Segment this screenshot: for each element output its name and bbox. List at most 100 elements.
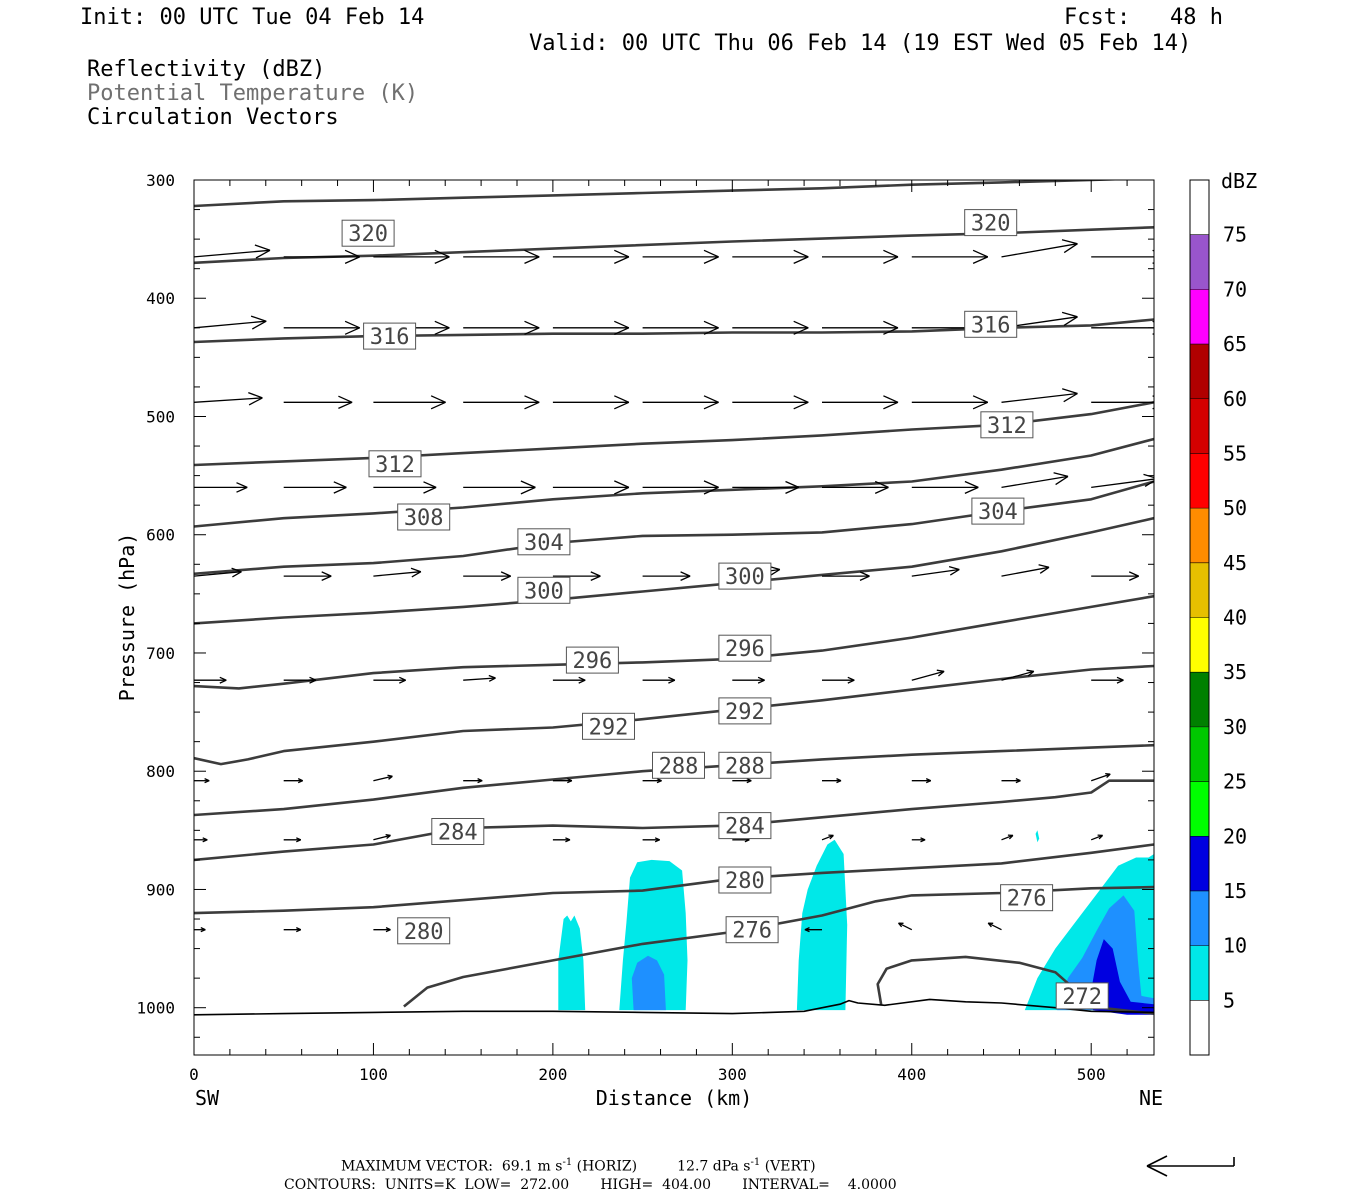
right-end-label: NE [1139,1086,1163,1110]
colorbar-segment [1190,726,1209,782]
circulation-vector-head [1027,670,1035,677]
circulation-vector-head [668,676,676,681]
circulation-vector-head [434,327,450,335]
isentrope-label-text: 312 [987,414,1027,439]
circulation-vector-head [297,780,303,784]
circulation-vector-head [859,571,870,577]
isentrope-label-box [718,751,772,779]
circulation-vector-head [309,676,317,681]
circulation-vector-head [964,486,979,494]
colorbar-segment [1190,836,1209,891]
isentrope-label-text: 300 [725,565,765,590]
circulation-vector-head [344,320,360,329]
vert-exponent: -1 [750,1157,761,1168]
circulation-vector-head [524,395,540,403]
circulation-vector-head [847,676,855,681]
circulation-vector-head [1152,332,1154,335]
colorbar-segment [1190,562,1209,618]
isentrope-label-box [718,562,772,590]
circulation-vector-head [1116,676,1124,681]
circulation-vector-head [948,565,960,571]
circulation-vector-head [654,839,660,843]
isentrope-label-text: 320 [971,212,1011,237]
circulation-vector-head [1098,834,1104,840]
colorbar-segment [1190,508,1209,563]
circulation-vector-head [251,320,267,330]
colorbar-tick-label: 75 [1223,223,1247,247]
circulation-vector-head [972,395,989,403]
circulation-vector-head [1062,388,1078,395]
isentrope-label-box [368,450,422,478]
isentrope-label-text: 292 [589,715,629,740]
colorbar-tick-label: 65 [1223,332,1247,356]
circulation-vector-head [254,244,271,251]
circulation-vector [194,571,242,577]
isentrope-label-292: 292 [718,697,772,725]
isentrope-label-box [971,497,1025,525]
circulation-vector [373,775,393,782]
reference-vector-arrow [1146,1155,1235,1177]
circulation-vector-head [703,327,719,335]
circulation-vector-head [829,834,834,840]
circulation-vector-head [1152,320,1154,323]
circulation-vector-head [590,571,601,577]
circulation-vector-head [804,927,810,931]
x-tick-label: 300 [718,1065,747,1084]
circulation-vector-head [936,669,945,673]
isentrope-label-296: 296 [718,634,772,662]
circulation-vector-head [200,929,206,933]
vert-tag: (VERT) [764,1158,816,1175]
circulation-vector [987,922,1002,931]
y-tick-label: 600 [146,526,175,545]
circulation-vector-head [524,249,540,258]
circulation-vector [194,320,267,329]
colorbar-tick-label: 10 [1223,934,1247,958]
circulation-vector-head [874,486,889,494]
isentrope-label-text: 284 [725,815,765,840]
colorbar-tick-label: 15 [1223,879,1247,903]
circulation-vector-head [703,256,719,264]
y-tick-label: 300 [146,171,175,190]
circulation-vector-head [388,775,393,780]
y-tick-label: 800 [146,762,175,781]
field-label-potential-temperature: Potential Temperature (K) [87,81,419,106]
circulation-vector-head [344,249,360,258]
colorbar-segment [1190,180,1209,235]
isentrope-label-text: 292 [725,700,765,725]
circulation-vector-head [614,480,630,488]
circulation-vector-head [785,480,800,488]
isentrope-label-276: 276 [1000,884,1054,912]
isentrope-label-text: 296 [725,637,765,662]
circulation-vector-head [757,679,765,684]
isentrope-label-box [397,503,451,531]
circulation-vector-head [567,780,573,784]
isentrope-label-276: 276 [725,916,779,944]
circulation-vector-head [614,320,630,329]
circulation-vector-head [248,397,263,406]
colorbar-tick-label: 50 [1223,496,1247,520]
isentrope-label-box [363,322,417,350]
colorbar-tick-label: 70 [1223,277,1247,301]
circulation-vector-head [321,575,332,581]
circulation-vector-head [385,929,391,933]
isentrope-label-text: 272 [1062,985,1102,1010]
isentrope-label-box [725,916,779,944]
circulation-vector-head [430,401,446,410]
isentrope-label-box [718,634,772,662]
isentrope-label-box [517,576,571,604]
circulation-vector [1091,478,1154,489]
circulation-vector-head [1026,669,1034,673]
circulation-vector-head [680,575,691,581]
init-time: Init: 00 UTC Tue 04 Feb 14 [80,5,425,30]
circulation-vector-head [703,486,719,495]
isentrope-label-text: 280 [725,869,765,894]
circulation-vector-head [524,256,540,264]
circulation-vector-head [520,486,536,495]
circulation-vector-head [1152,262,1154,264]
circulation-vector-head [925,780,932,784]
reflectivity-area-5dbz [1035,830,1040,843]
circulation-vector-head [338,401,353,409]
isentrope-label-320: 320 [964,209,1018,237]
isentrope-320 [194,180,1128,208]
